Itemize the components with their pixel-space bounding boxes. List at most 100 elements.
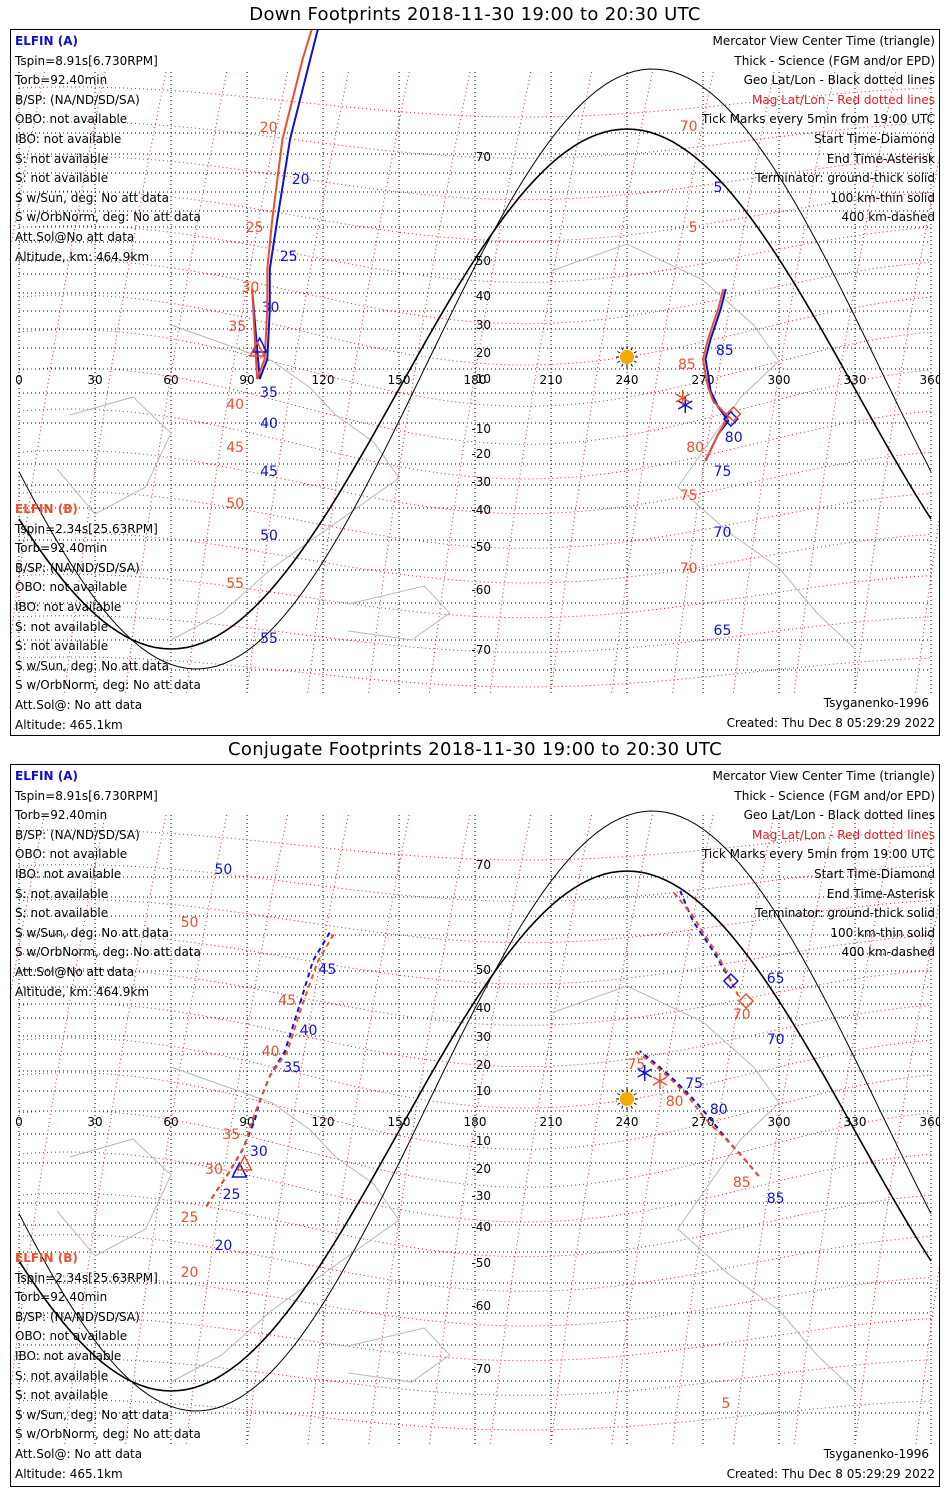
sat-a-name: ELFIN (A) — [15, 769, 78, 783]
track-tick-label: 55 — [226, 576, 244, 592]
info-line: B/SP: (NA/ND/SD/SA) — [15, 827, 140, 842]
map-panel-conjugate: 0 30 60 90 120 150 180 210 240 270 300 330 360 70 50 40… — [10, 764, 940, 1487]
mag-lon-line — [915, 1265, 939, 1446]
track-tick-label: 75 — [628, 1057, 646, 1073]
info-line: Att.Sol@: No att data — [15, 1446, 143, 1461]
info-line: OBO: not available — [15, 1329, 128, 1344]
lat-tick-label: 70 — [476, 150, 491, 164]
coastline — [348, 585, 451, 641]
lon-tick-label: 30 — [87, 1115, 102, 1129]
track-tick-label: 30 — [205, 1162, 223, 1178]
terminator-ground — [18, 870, 932, 1392]
info-line: Altitude: 465.1km — [15, 717, 123, 732]
end-asterisk-marker — [652, 1073, 668, 1089]
mag-lon-line — [64, 814, 167, 1446]
mag-lon-line — [732, 814, 836, 1446]
mag-lat-line — [18, 532, 932, 584]
info-line: IBO: not available — [15, 599, 122, 614]
info-line: Tspin=8.91s[6.730RPM] — [15, 53, 158, 68]
track-tick-label: 80 — [666, 1094, 684, 1110]
info-line: Altitude, km: 464.9km — [15, 984, 150, 999]
lon-tick-label: 60 — [163, 373, 178, 387]
coastline — [56, 1138, 172, 1257]
info-line: S: not available — [15, 886, 109, 901]
track-tick-label: 5 — [689, 220, 698, 236]
mag-lon-line — [672, 814, 775, 1446]
track-tick-label: 70 — [767, 1032, 785, 1048]
mag-lon-line — [11, 814, 106, 1392]
legend-line: Start Time-Diamond — [813, 866, 935, 881]
info-line: S w/Sun, deg: No att data — [15, 1407, 169, 1422]
lat-tick-label: -20 — [471, 447, 491, 461]
sat-a-info: ELFIN (A) Tspin=8.91s[6.730RPM] Torb=92.4… — [15, 767, 201, 999]
mag-lat-line — [18, 1358, 932, 1396]
info-line: IBO: not available — [15, 866, 122, 881]
view-center-triangle — [236, 1154, 253, 1171]
sun-disk — [620, 1092, 634, 1106]
coastline — [170, 1066, 400, 1383]
lat-tick-label: -50 — [471, 1256, 491, 1270]
lat-tick-label: -40 — [471, 503, 491, 517]
track-tick-label: 35 — [222, 1127, 240, 1143]
view-center-triangle — [248, 340, 266, 357]
track-tick-label: 70 — [680, 561, 698, 577]
track-tick-label: 55 — [260, 631, 278, 647]
mag-lat-line — [18, 225, 932, 283]
mag-lat-line — [18, 294, 932, 366]
sun-ray — [630, 363, 633, 367]
info-line: S: not available — [15, 619, 109, 634]
mag-lat-line — [18, 190, 932, 242]
sat-b-info: ELFIN (B) Tspin=2.34s[25.63RPM] Torb=92.4… — [15, 500, 201, 732]
mag-lon-line — [368, 814, 471, 1446]
lon-tick-label: 30 — [87, 373, 102, 387]
lon-tick-label: 180 — [464, 373, 487, 387]
lon-tick-label: 240 — [616, 373, 639, 387]
sun-ray — [617, 1102, 621, 1105]
track-tick-label: 35 — [228, 319, 246, 335]
track-tick-label: 30 — [250, 1144, 268, 1160]
info-line: Torb=92.40min — [15, 73, 108, 88]
info-line: S w/OrbNorm, deg: No att data — [15, 1427, 201, 1442]
lat-tick-label: -60 — [471, 1299, 491, 1313]
track-tick-label: 20 — [260, 120, 278, 136]
track-tick-label: 80 — [710, 1102, 728, 1118]
created-timestamp: Created: Thu Dec 8 05:29:29 2022 — [726, 1467, 935, 1481]
mag-lat-line — [18, 155, 932, 201]
lon-tick-label: 360 — [920, 373, 940, 387]
asterisk-stroke — [675, 393, 691, 403]
sat-a-info: ELFIN (A) Tspin=8.91s[6.730RPM] Torb=92.4… — [15, 32, 201, 264]
mag-lat-line — [18, 1399, 932, 1431]
lat-tick-label: -30 — [471, 475, 491, 489]
footprint-track-b-east — [634, 1050, 760, 1177]
track-tick-label: 75 — [714, 464, 732, 480]
mag-lon-line — [124, 814, 228, 1446]
info-line: S: not available — [15, 171, 109, 186]
legend-line: Mag Lat/Lon - Red dotted lines — [751, 827, 935, 842]
track-tick-label: 70 — [714, 525, 732, 541]
legend-line: 400 km-dashed — [841, 945, 935, 960]
lon-tick-label: 120 — [312, 373, 335, 387]
track-tick-label: 45 — [318, 962, 336, 978]
info-line: Torb=92.40min — [15, 808, 108, 823]
legend-line: End Time-Asterisk — [826, 886, 935, 901]
legend-line: Terminator: ground-thick solid — [755, 906, 935, 921]
sun-ray — [621, 347, 624, 351]
legend-line: End Time-Asterisk — [826, 151, 935, 166]
track-tick-label: 75 — [685, 1076, 703, 1092]
track-tick-label: 85 — [733, 1175, 751, 1191]
track-tick-label: 45 — [278, 993, 296, 1009]
info-line: B/SP: (NA/ND/SD/SA) — [15, 92, 140, 107]
mag-lat-line — [18, 491, 932, 549]
mag-lat-line — [18, 864, 932, 902]
info-line: S w/Sun, deg: No att data — [15, 925, 169, 940]
sun-ray — [630, 347, 633, 351]
track-tick-label: 80 — [686, 440, 704, 456]
info-line: S w/OrbNorm, deg: No att data — [15, 678, 201, 693]
mag-lon-line — [611, 814, 714, 1446]
track-tick-label: 25 — [223, 1187, 241, 1203]
info-line: Tspin=2.34s[25.63RPM] — [15, 521, 158, 536]
map-legend: Mercator View Center Time (triangle) Thic… — [702, 767, 935, 963]
sun-ray — [617, 1093, 621, 1096]
track-tick-label: 50 — [226, 496, 244, 512]
sat-a-lines: Tspin=8.91s[6.730RPM] Torb=92.40min B/SP: … — [15, 52, 201, 264]
